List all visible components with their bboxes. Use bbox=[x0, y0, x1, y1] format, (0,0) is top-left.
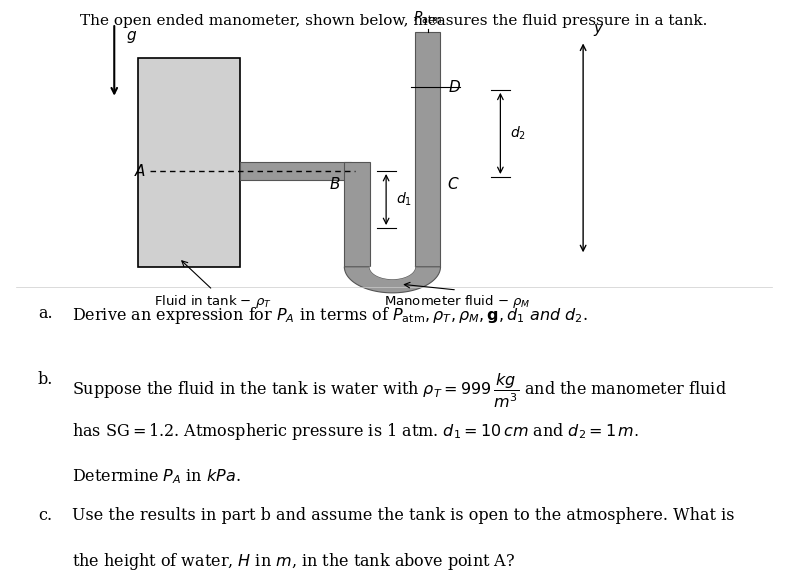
Text: Manometer fluid $-$ $\rho_M$: Manometer fluid $-$ $\rho_M$ bbox=[384, 293, 530, 310]
Text: a.: a. bbox=[38, 304, 53, 321]
Text: the height of water, $H$ in $\mathit{m}$, in the tank above point A?: the height of water, $H$ in $\mathit{m}$… bbox=[72, 551, 516, 572]
Text: $B$: $B$ bbox=[329, 176, 340, 192]
Text: The open ended manometer, shown below, measures the fluid pressure in a tank.: The open ended manometer, shown below, m… bbox=[80, 14, 708, 28]
Text: Suppose the fluid in the tank is water with $\rho_T = 999\,\dfrac{kg}{m^3}$ and : Suppose the fluid in the tank is water w… bbox=[72, 371, 727, 410]
Bar bbox=[138, 58, 240, 267]
Polygon shape bbox=[344, 267, 440, 293]
Text: c.: c. bbox=[38, 508, 52, 524]
Bar bbox=[344, 162, 370, 267]
Text: $d_2$: $d_2$ bbox=[510, 125, 526, 142]
Text: $D$: $D$ bbox=[448, 79, 462, 95]
Text: Fluid in tank $-$ $\rho_T$: Fluid in tank $-$ $\rho_T$ bbox=[154, 293, 272, 310]
Text: Derive an expression for $P_A$ in terms of $P_\mathrm{atm}, \rho_T, \rho_M, \mat: Derive an expression for $P_A$ in terms … bbox=[72, 304, 589, 325]
Text: $A$: $A$ bbox=[134, 163, 146, 179]
Text: $P_\mathrm{atm}$: $P_\mathrm{atm}$ bbox=[414, 10, 442, 26]
Text: $g$: $g$ bbox=[126, 29, 137, 45]
Text: $y$: $y$ bbox=[593, 21, 604, 38]
Polygon shape bbox=[370, 267, 415, 279]
Text: Determine $P_A$ in $\mathit{kPa}$.: Determine $P_A$ in $\mathit{kPa}$. bbox=[72, 467, 241, 485]
Bar bbox=[240, 162, 351, 180]
Text: $C$: $C$ bbox=[447, 176, 459, 192]
Text: $d_1$: $d_1$ bbox=[396, 191, 411, 208]
Text: b.: b. bbox=[38, 371, 54, 388]
Bar bbox=[415, 32, 440, 267]
Text: Use the results in part b and assume the tank is open to the atmosphere. What is: Use the results in part b and assume the… bbox=[72, 508, 735, 524]
Text: has SG$=$1.2. Atmospheric pressure is 1 atm. $d_1 = 10\,\mathit{cm}$ and $d_2 = : has SG$=$1.2. Atmospheric pressure is 1 … bbox=[72, 420, 639, 441]
